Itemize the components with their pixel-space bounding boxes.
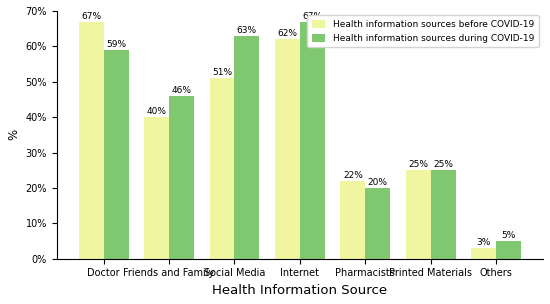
Text: 20%: 20% <box>368 178 388 187</box>
Bar <box>169 96 194 259</box>
Bar <box>496 241 521 259</box>
Bar <box>210 78 234 259</box>
Bar <box>471 248 496 259</box>
Bar <box>275 39 300 259</box>
Bar <box>406 170 431 259</box>
Text: 22%: 22% <box>343 171 363 180</box>
Bar <box>431 170 455 259</box>
Y-axis label: %: % <box>7 129 20 140</box>
Text: 67%: 67% <box>81 12 101 20</box>
Bar <box>104 50 129 259</box>
Text: 46%: 46% <box>172 86 191 95</box>
Bar <box>234 36 260 259</box>
Text: 40%: 40% <box>147 107 167 116</box>
Text: 59%: 59% <box>106 40 126 49</box>
Text: 5%: 5% <box>502 231 516 240</box>
Text: 51%: 51% <box>212 68 232 77</box>
Legend: Health information sources before COVID-19, Health information sources during CO: Health information sources before COVID-… <box>307 16 538 47</box>
Text: 25%: 25% <box>408 160 428 169</box>
Bar <box>144 117 169 259</box>
Text: 25%: 25% <box>433 160 453 169</box>
Text: 62%: 62% <box>277 29 298 38</box>
Bar <box>300 22 324 259</box>
Bar <box>340 181 365 259</box>
Text: 63%: 63% <box>237 26 257 35</box>
Text: 67%: 67% <box>302 12 322 20</box>
X-axis label: Health Information Source: Health Information Source <box>212 284 387 297</box>
Bar <box>79 22 104 259</box>
Text: 3%: 3% <box>476 238 491 247</box>
Bar <box>365 188 390 259</box>
